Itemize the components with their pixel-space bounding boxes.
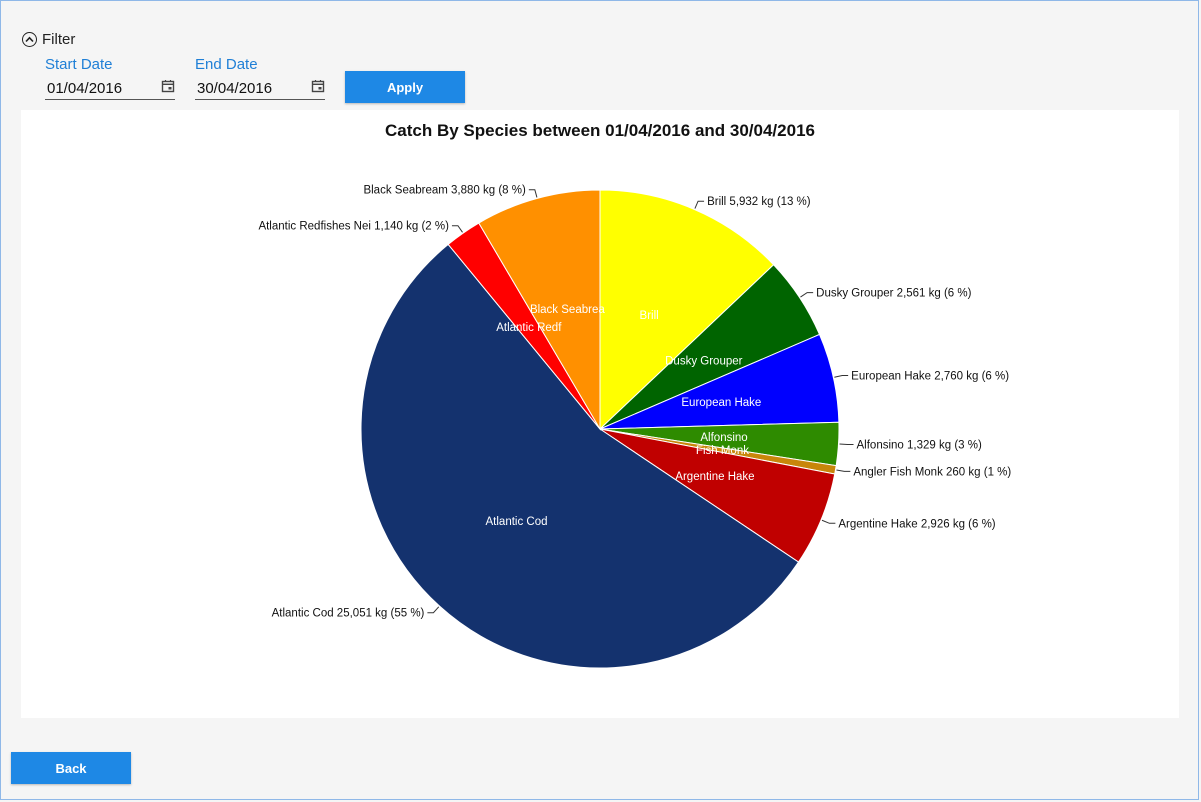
pie-inner-label: Argentine Hake xyxy=(675,471,754,483)
end-date-input[interactable] xyxy=(197,79,297,97)
end-date-box xyxy=(195,77,325,100)
pie-leader-line xyxy=(839,443,854,446)
filter-label: Filter xyxy=(42,30,76,48)
pie-leader-line xyxy=(694,200,705,209)
pie-inner-label: Dusky Grouper xyxy=(665,356,743,368)
end-date-field: End Date xyxy=(195,56,325,100)
apply-button[interactable]: Apply xyxy=(345,71,465,103)
pie-outer-label: Brill 5,932 kg (13 %) xyxy=(707,196,811,208)
calendar-icon[interactable] xyxy=(311,79,325,98)
back-button[interactable]: Back xyxy=(11,752,131,784)
start-date-field: Start Date xyxy=(45,56,175,100)
pie-outer-label: Atlantic Redfishes Nei 1,140 kg (2 %) xyxy=(258,221,449,233)
pie-outer-label: European Hake 2,760 kg (6 %) xyxy=(851,370,1009,382)
pie-leader-line xyxy=(427,606,440,614)
pie-outer-label: Atlantic Cod 25,051 kg (55 %) xyxy=(272,608,425,620)
pie-inner-label: Alfonsino xyxy=(700,432,747,444)
pie-slice-brill[interactable] xyxy=(599,189,775,431)
start-date-box xyxy=(45,77,175,100)
filter-toggle[interactable]: Filter xyxy=(22,29,75,49)
pie-chart: Brill Brill 5,932 kg (13 %) Dusky Grouper D… xyxy=(258,185,1011,669)
pie-inner-label: Atlantic Cod xyxy=(486,516,548,528)
pie-inner-label: Fish Monk xyxy=(696,445,749,457)
pie-outer-label: Alfonsino 1,329 kg (3 %) xyxy=(857,440,982,452)
calendar-icon[interactable] xyxy=(161,79,175,98)
pie-leader-line xyxy=(451,225,463,233)
pie-outer-label: Black Seabream 3,880 kg (8 %) xyxy=(363,185,526,197)
end-date-label: End Date xyxy=(195,56,258,73)
pie-outer-label: Angler Fish Monk 260 kg (1 %) xyxy=(853,466,1011,478)
pie-outer-label: Dusky Grouper 2,561 kg (6 %) xyxy=(816,288,971,300)
chevron-up-circle-icon xyxy=(22,31,37,47)
pie-slice-atlantic-cod[interactable] xyxy=(360,243,800,669)
pie-leader-line xyxy=(821,519,836,524)
pie-outer-label: Argentine Hake 2,926 kg (6 %) xyxy=(838,518,995,530)
pie-inner-label: Black Seabrea xyxy=(530,304,605,316)
start-date-input[interactable] xyxy=(47,79,147,97)
pie-inner-label: Brill xyxy=(640,310,659,322)
pie-inner-label: Atlantic Redf xyxy=(496,322,562,334)
chart-panel: Catch By Species between 01/04/2016 and … xyxy=(21,110,1179,718)
pie-leader-line xyxy=(528,189,538,198)
pie-inner-label: European Hake xyxy=(681,397,761,409)
pie-leader-line xyxy=(834,374,849,378)
start-date-label: Start Date xyxy=(45,56,113,73)
pie-slice-black-seabream[interactable] xyxy=(478,189,601,431)
pie-leader-line xyxy=(836,469,851,472)
pie-leader-line xyxy=(800,292,814,298)
chart-title: Catch By Species between 01/04/2016 and … xyxy=(385,121,815,140)
